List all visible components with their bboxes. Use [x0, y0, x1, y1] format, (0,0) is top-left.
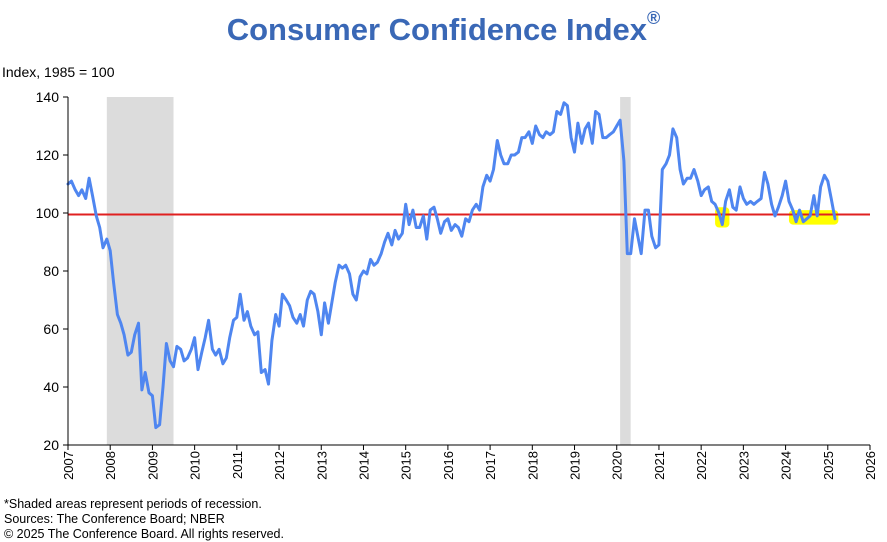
y-tick-label: 80: [43, 263, 59, 279]
recession-band: [620, 97, 631, 445]
x-tick-label: 2025: [821, 451, 836, 480]
x-tick-label: 2019: [568, 451, 583, 480]
x-tick-label: 2007: [61, 451, 76, 480]
chart-title: Consumer Confidence Index®: [226, 8, 661, 47]
x-tick-label: 2010: [188, 451, 203, 480]
x-tick-label: 2020: [610, 451, 625, 480]
x-tick-label: 2022: [694, 451, 709, 480]
y-tick-label: 20: [43, 437, 59, 453]
x-tick-label: 2008: [103, 451, 118, 480]
x-tick-label: 2021: [652, 451, 667, 480]
x-tick-label: 2016: [441, 451, 456, 480]
x-tick-label: 2011: [230, 451, 245, 479]
series-line: [66, 101, 837, 430]
y-tick-label: 140: [36, 89, 60, 105]
line-chart: 20 40 60 80 100 120 140 2007 2008 2009 2010 2011 201…: [36, 89, 878, 480]
x-tick-label: 2015: [399, 451, 414, 480]
x-tick-label: 2009: [145, 451, 160, 480]
x-tick-label: 2014: [356, 451, 371, 480]
registered-mark: ®: [647, 8, 661, 28]
y-tick-label: 60: [43, 321, 59, 337]
x-tick-label: 2012: [272, 451, 287, 480]
copyright-note: © 2025 The Conference Board. All rights …: [4, 527, 284, 541]
x-tick-label: 2017: [483, 451, 498, 480]
x-tick-label: 2023: [736, 451, 751, 480]
y-tick-label: 120: [36, 147, 60, 163]
x-tick-label: 2018: [525, 451, 540, 480]
x-tick-label: 2026: [863, 451, 878, 480]
sources-note: Sources: The Conference Board; NBER: [4, 512, 225, 526]
y-tick-label: 100: [36, 205, 60, 221]
recession-note: *Shaded areas represent periods of reces…: [4, 497, 262, 511]
x-tick-label: 2013: [314, 451, 329, 480]
x-tick-label: 2024: [779, 451, 794, 480]
y-tick-label: 40: [43, 379, 59, 395]
y-axis-label: Index, 1985 = 100: [2, 64, 115, 80]
